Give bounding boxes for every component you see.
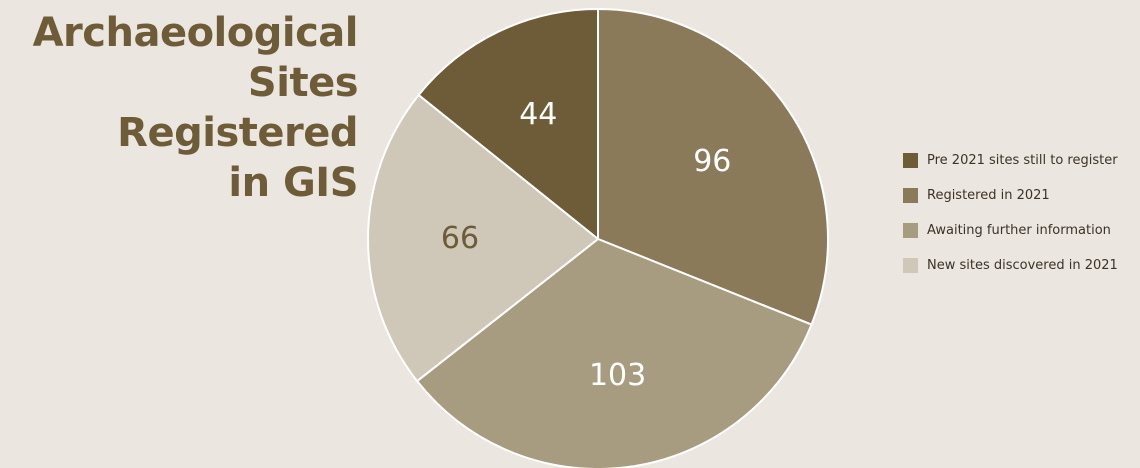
chart-title: Archaeological Sites Registered in GIS <box>32 10 359 206</box>
legend-swatch <box>903 153 918 168</box>
legend-item: New sites discovered in 2021 <box>903 255 1118 276</box>
pie-slice-1 <box>417 8 599 240</box>
chart-legend: Pre 2021 sites still to register Register… <box>903 150 1118 290</box>
legend-swatch <box>903 223 918 238</box>
legend-item: Awaiting further information <box>903 220 1118 241</box>
legend-item: Pre 2021 sites still to register <box>903 150 1118 171</box>
legend-label: Awaiting further information <box>927 223 1111 238</box>
legend-item: Registered in 2021 <box>903 185 1118 206</box>
legend-label: Pre 2021 sites still to register <box>927 153 1118 168</box>
pie-slice-3 <box>416 238 813 468</box>
legend-swatch <box>903 188 918 203</box>
pie-slice-value-label: 103 <box>589 358 646 393</box>
pie-slice-2 <box>597 8 829 326</box>
legend-label: New sites discovered in 2021 <box>927 258 1118 273</box>
pie-slices <box>367 8 829 468</box>
pie-slice-value-label: 44 <box>519 97 557 132</box>
pie-slice-value-label: 66 <box>441 221 479 256</box>
legend-label: Registered in 2021 <box>927 188 1050 203</box>
pie-slice-4 <box>367 94 599 383</box>
pie-slice-value-label: 96 <box>693 144 731 179</box>
legend-swatch <box>903 258 918 273</box>
pie-slice-labels: 44 96 103 66 <box>441 97 731 393</box>
